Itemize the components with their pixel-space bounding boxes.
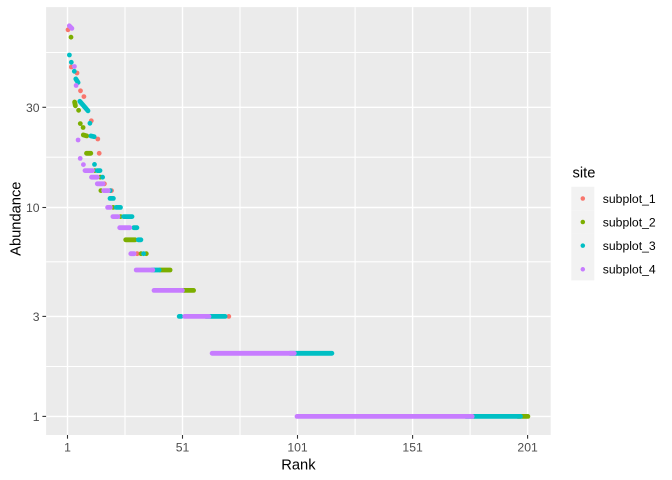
svg-text:1: 1 xyxy=(33,410,40,424)
svg-text:site: site xyxy=(573,165,596,181)
svg-text:201: 201 xyxy=(517,440,538,454)
svg-text:51: 51 xyxy=(176,440,190,454)
svg-text:subplot_1: subplot_1 xyxy=(603,192,656,206)
svg-text:3: 3 xyxy=(33,310,40,324)
svg-text:Rank: Rank xyxy=(281,458,316,474)
svg-text:subplot_3: subplot_3 xyxy=(603,239,656,253)
svg-text:Abundance: Abundance xyxy=(9,182,25,256)
svg-text:30: 30 xyxy=(26,101,40,115)
svg-text:101: 101 xyxy=(287,440,308,454)
svg-text:subplot_2: subplot_2 xyxy=(603,215,656,229)
svg-text:10: 10 xyxy=(26,201,40,215)
svg-text:151: 151 xyxy=(402,440,423,454)
svg-text:subplot_4: subplot_4 xyxy=(603,263,656,277)
svg-text:1: 1 xyxy=(64,440,71,454)
